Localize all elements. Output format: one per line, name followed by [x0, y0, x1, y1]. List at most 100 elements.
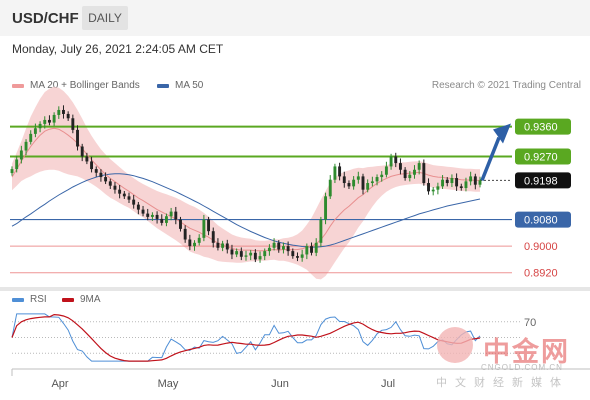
candle-body: [150, 214, 154, 217]
candle-body: [389, 156, 393, 167]
candle-body: [146, 213, 150, 217]
rsi-swatch: [12, 297, 24, 302]
candle-body: [99, 172, 103, 178]
legend-rsi-label: RSI: [30, 294, 47, 305]
candle-body: [403, 169, 407, 179]
copyright-label: Research © 2021 Trading Central: [431, 80, 581, 91]
candle-body: [464, 181, 468, 189]
candle-body: [94, 169, 98, 173]
candle-body: [10, 169, 14, 174]
candle-body: [333, 166, 337, 180]
candle-body: [127, 196, 131, 200]
candle-body: [272, 242, 276, 248]
candle-body: [216, 242, 220, 248]
candle-body: [347, 183, 351, 187]
forecast-arrow-head: [493, 123, 511, 144]
candle-body: [141, 209, 145, 214]
symbol-title: USD/CHF: [12, 10, 79, 27]
timeframe-badge[interactable]: DAILY: [82, 6, 128, 30]
candle-body: [319, 219, 323, 243]
ma9-swatch: [62, 297, 74, 302]
legend-9ma-label: 9MA: [80, 294, 101, 305]
candle-body: [473, 176, 477, 185]
candle-body: [122, 193, 126, 197]
candle-body: [221, 243, 225, 248]
level-label-resistance: 0.9270: [524, 151, 558, 163]
ma50-line: [11, 173, 481, 248]
candle-body: [239, 251, 243, 257]
candle-body: [19, 150, 23, 160]
candle-body: [249, 252, 253, 256]
candle-body: [24, 141, 28, 151]
candle-body: [398, 163, 402, 170]
candle-body: [169, 211, 173, 217]
candle-body: [183, 228, 187, 240]
candle-body: [62, 109, 65, 114]
candle-body: [47, 119, 51, 123]
legend-rsi: RSI: [12, 294, 47, 305]
candle-body: [267, 247, 271, 252]
candle-body: [375, 177, 379, 182]
candle-body: [291, 251, 295, 257]
level-box-support: [515, 211, 571, 228]
candle-body: [427, 183, 430, 192]
rsi-ma-line: [11, 313, 481, 362]
candle-body: [441, 179, 445, 187]
candle-body: [328, 179, 332, 197]
x-tick-label: Jul: [381, 378, 395, 390]
x-tick-label: May: [158, 378, 179, 390]
level-label-target: 0.8920: [524, 268, 558, 280]
candle-body: [76, 129, 79, 147]
current-price-box: [515, 172, 571, 189]
candle-body: [459, 186, 463, 189]
candle-body: [281, 246, 285, 250]
candle-body: [296, 256, 299, 258]
candle-body: [300, 254, 304, 258]
candle-body: [342, 176, 346, 184]
candle-body: [384, 166, 388, 175]
rsi-level-label: 70: [524, 317, 536, 329]
watermark-cn: 中金网: [483, 337, 570, 368]
candle-body: [263, 251, 267, 257]
candle-body: [314, 242, 318, 253]
candle-body: [310, 246, 313, 253]
level-label-target: 0.9000: [524, 241, 558, 253]
candle-body: [132, 199, 136, 205]
ma20-line: [11, 127, 480, 252]
legend-ma20: MA 20 + Bollinger Bands: [12, 80, 140, 91]
legend-9ma: 9MA: [62, 294, 101, 305]
candle-body: [422, 163, 426, 184]
candle-body: [352, 179, 356, 187]
x-tick-label: Apr: [51, 378, 68, 390]
candle-body: [57, 109, 61, 115]
candle-body: [469, 176, 473, 182]
candle-body: [380, 174, 384, 178]
legend-ma50-label: MA 50: [175, 80, 204, 91]
candle-body: [164, 216, 168, 223]
candle-body: [366, 183, 370, 190]
ma50-swatch: [157, 83, 169, 88]
candle-body: [197, 237, 201, 243]
candle-body: [66, 113, 70, 119]
candle-body: [29, 133, 33, 142]
candle-body: [160, 218, 164, 223]
candle-body: [478, 180, 482, 185]
forecast-arrow-shaft: [480, 136, 501, 182]
watermark-logo: [437, 327, 473, 363]
current-price-label: 0.9198: [524, 175, 558, 187]
candle-body: [33, 128, 37, 134]
candle-body: [136, 204, 140, 210]
ma20-swatch: [12, 83, 24, 88]
candle-body: [370, 181, 374, 184]
candle-body: [207, 219, 211, 232]
candle-body: [305, 246, 309, 255]
candle-body: [188, 239, 192, 247]
candle-body: [277, 242, 281, 250]
header-bar: USD/CHF DAILY: [0, 0, 590, 36]
candle-body: [235, 251, 239, 255]
candle-body: [104, 177, 108, 182]
candle-body: [118, 189, 122, 194]
candle-body: [85, 156, 89, 162]
candle-body: [43, 119, 47, 124]
